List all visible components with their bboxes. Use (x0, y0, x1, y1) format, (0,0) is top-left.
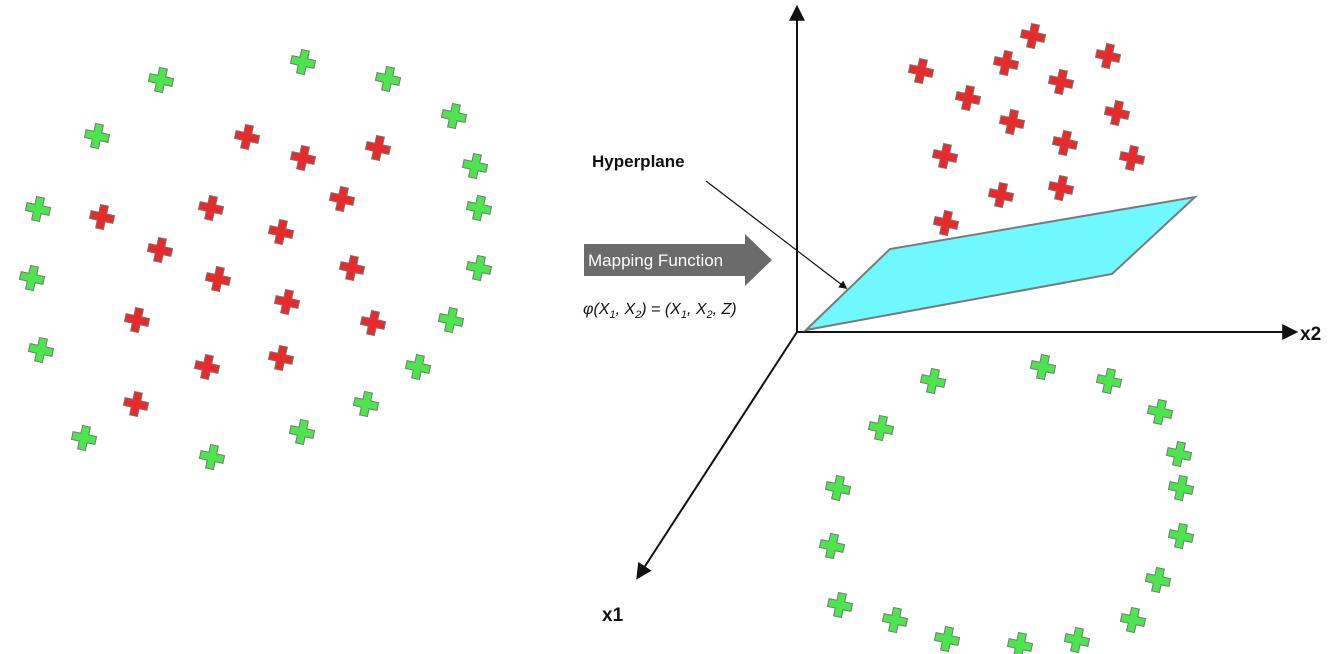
green-cross-marker (465, 194, 493, 222)
red-cross-marker (88, 203, 116, 231)
green-cross-marker (1029, 353, 1057, 381)
input-space-panel (18, 48, 493, 471)
red-cross-marker (932, 209, 960, 237)
red-cross-marker (364, 134, 392, 162)
green-cross-marker (70, 424, 98, 452)
green-cross-marker (1095, 367, 1123, 395)
red-cross-marker (1019, 22, 1047, 50)
red-cross-marker (1047, 174, 1075, 202)
red-cross-marker (122, 390, 150, 418)
red-cross-marker (1051, 129, 1079, 157)
green-cross-marker (27, 336, 55, 364)
red-cross-marker (338, 254, 366, 282)
green-cross-marker (440, 102, 468, 130)
green-cross-marker (198, 443, 226, 471)
red-cross-marker (1094, 42, 1122, 70)
green-cross-marker (867, 414, 895, 442)
green-cross-marker (919, 367, 947, 395)
red-cross-marker (267, 344, 295, 372)
green-cross-marker (404, 353, 432, 381)
x2-axis-label: x2 (1300, 324, 1321, 345)
green-cross-marker (1119, 606, 1147, 634)
red-cross-marker (123, 306, 151, 334)
hyperplane-label: Hyperplane (592, 152, 685, 171)
hyperplane-pointer-line (705, 180, 848, 290)
mapping-function-label: Mapping Function (588, 251, 723, 270)
x1-axis-label: x1 (602, 605, 624, 626)
feature-space-panel: Hyperplane x2 x1 (592, 4, 1321, 654)
green-cross-marker (1063, 626, 1091, 654)
red-cross-marker (1103, 99, 1131, 127)
green-cross-marker (818, 532, 846, 560)
green-cross-marker (824, 474, 852, 502)
green-cross-marker (374, 65, 402, 93)
red-cross-marker (359, 309, 387, 337)
red-cross-marker (273, 288, 301, 316)
hyperplane-surface (802, 195, 1199, 332)
red-cross-marker (907, 57, 935, 85)
red-cross-marker (233, 123, 261, 151)
red-cross-marker (193, 353, 221, 381)
green-cross-marker (83, 122, 111, 150)
x1-axis (636, 331, 798, 580)
green-cross-marker (465, 254, 493, 282)
green-cross-marker (289, 48, 317, 76)
red-cross-marker (197, 194, 225, 222)
green-cross-marker (1165, 440, 1193, 468)
input-space-red-markers (88, 123, 392, 418)
green-cross-marker (1167, 474, 1195, 502)
red-cross-marker (289, 144, 317, 172)
green-cross-marker (1146, 398, 1174, 426)
red-cross-marker (954, 84, 982, 112)
red-cross-marker (146, 236, 174, 264)
mapping-function-arrow: Mapping Function (584, 234, 772, 286)
red-cross-marker (204, 265, 232, 293)
green-cross-marker (1167, 522, 1195, 550)
green-cross-marker (1006, 631, 1034, 654)
green-cross-marker (461, 152, 489, 180)
red-cross-marker (1047, 68, 1075, 96)
mapping-formula: φ(X1, X2) = (X1, X2, Z) (583, 301, 737, 321)
green-cross-marker (437, 306, 465, 334)
red-cross-marker (1118, 144, 1146, 172)
green-cross-marker (826, 591, 854, 619)
red-cross-marker (931, 142, 959, 170)
red-cross-marker (987, 181, 1015, 209)
green-cross-marker (147, 66, 175, 94)
green-cross-marker (933, 625, 961, 653)
red-cross-marker (267, 218, 295, 246)
red-cross-marker (992, 49, 1020, 77)
green-cross-marker (1144, 566, 1172, 594)
green-cross-marker (288, 418, 316, 446)
feature-space-green-markers (818, 353, 1195, 654)
red-cross-marker (998, 108, 1026, 136)
right-arrow-icon (584, 234, 772, 286)
red-cross-marker (328, 185, 356, 213)
green-cross-marker (881, 606, 909, 634)
input-space-green-markers (18, 48, 493, 471)
green-cross-marker (352, 390, 380, 418)
green-cross-marker (24, 195, 52, 223)
feature-space-red-markers (907, 22, 1146, 237)
green-cross-marker (18, 264, 46, 292)
